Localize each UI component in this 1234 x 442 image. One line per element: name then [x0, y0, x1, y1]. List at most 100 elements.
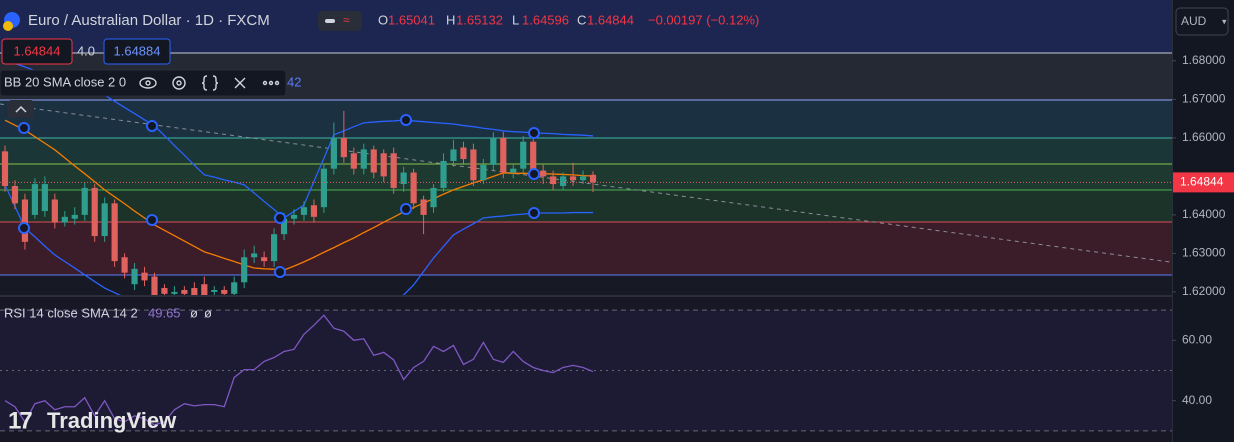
- eye-icon: [145, 80, 151, 86]
- ohlc-value: 1.65041: [388, 12, 435, 27]
- candle-body: [261, 257, 268, 262]
- buy-button[interactable]: [103, 38, 171, 65]
- more-icon[interactable]: [262, 80, 268, 86]
- ohlc-letter: O: [378, 12, 388, 27]
- brand: TradingView: [47, 408, 177, 433]
- currency-button[interactable]: [1175, 7, 1229, 36]
- ohlc-letter: H: [446, 12, 455, 27]
- y-tick-label: 1.64000: [1182, 207, 1226, 221]
- candle-body: [270, 234, 278, 262]
- toggle-icon: [325, 19, 335, 23]
- sell-button[interactable]: [1, 38, 73, 65]
- candle-body: [141, 272, 148, 281]
- collapse-icon: [15, 105, 27, 113]
- y-tick-label: 1.68000: [1182, 53, 1226, 67]
- symbol-title: Euro / Australian Dollar · 1D · FXCM: [28, 12, 270, 29]
- settings-icon[interactable]: [172, 76, 186, 90]
- ohlc-value: 1.64596: [522, 12, 569, 27]
- eye-icon[interactable]: [139, 77, 157, 89]
- candle-body: [131, 268, 138, 285]
- candle-body: [500, 137, 507, 173]
- y-tick-label: 1.62000: [1182, 284, 1226, 298]
- currency[interactable]: AUD: [1181, 14, 1207, 28]
- candle-body: [191, 288, 198, 295]
- sell-price[interactable]: 1.64844: [14, 43, 61, 58]
- anchor: [146, 214, 158, 226]
- anchor: [400, 203, 412, 215]
- collapse-button[interactable]: [8, 100, 34, 118]
- candle-body: [161, 288, 168, 294]
- candle-body: [410, 172, 417, 204]
- more-icon: [274, 80, 280, 86]
- zone: [0, 100, 1172, 138]
- candle-body: [101, 203, 108, 237]
- ohlc-value: 1.65132: [456, 12, 503, 27]
- ohlc-legend: O 1.65041 H 1.65132 L 1.64596 C 1.64844 −0.00197…: [378, 12, 759, 27]
- candle-body: [579, 176, 587, 181]
- bb-value: 42: [287, 74, 301, 89]
- bb-label: BB 20 SMA close 2 0: [4, 74, 126, 89]
- anchor: [274, 212, 286, 224]
- candle-body: [91, 187, 98, 237]
- candle-body: [300, 207, 308, 215]
- candle-body: [201, 284, 208, 295]
- candle-body: [520, 141, 527, 169]
- candle-body: [280, 218, 288, 235]
- candle-body: [231, 282, 238, 294]
- candle-body: [390, 153, 397, 188]
- anchor: [400, 114, 412, 126]
- price-label: 1.64844: [1180, 175, 1224, 189]
- y-tick-label: 1.66000: [1182, 130, 1226, 144]
- candle-body: [241, 257, 248, 283]
- candle-body: [360, 149, 367, 169]
- anchor: [146, 120, 158, 132]
- y-tick-label: 1.67000: [1182, 92, 1226, 106]
- candle-body: [460, 147, 467, 160]
- bollinger-middle: [4, 119, 594, 271]
- rsi-extra: ø: [190, 305, 198, 320]
- candle-body: [221, 289, 228, 294]
- toggle[interactable]: [318, 11, 362, 31]
- candle-body: [121, 257, 128, 273]
- candle-body: [41, 184, 48, 212]
- buy-price[interactable]: 1.64884: [114, 43, 161, 58]
- candle-body: [151, 276, 158, 295]
- candle-body: [11, 186, 19, 204]
- candle-body: [340, 137, 347, 158]
- source-icon[interactable]: [201, 75, 219, 91]
- currency-caret: ▾: [1222, 16, 1227, 26]
- candle-body: [31, 184, 38, 215]
- ohlc-value: 1.64844: [587, 12, 634, 27]
- axis-labels: 1.62000 1.63000 1.64000 1.66000 1.67000 1.680…: [1172, 53, 1234, 407]
- candle-body: [380, 153, 387, 177]
- candle-body: [111, 203, 118, 262]
- rsi-label: RSI 14 close SMA 14 2: [4, 305, 138, 320]
- rsi-tick-label: 40.00: [1182, 393, 1212, 407]
- candle-body: [420, 199, 427, 215]
- change: −0.00197 (−0.12%): [648, 12, 759, 27]
- remove-icon[interactable]: [234, 77, 246, 89]
- candle-body: [560, 176, 567, 187]
- anchor: [18, 222, 30, 234]
- candle-body: [51, 199, 58, 223]
- candle-body: [81, 187, 88, 215]
- symbol-icon: [3, 21, 13, 31]
- ohlc-letter: C: [577, 12, 586, 27]
- anchor: [528, 207, 540, 219]
- anchor: [528, 127, 540, 139]
- candle-body: [330, 137, 337, 169]
- rsi-line: [4, 314, 594, 426]
- candle-body: [430, 187, 437, 208]
- zone: [0, 222, 1172, 275]
- toggle-icon: ≈: [343, 13, 350, 27]
- candle-body: [320, 168, 328, 208]
- candle-body: [490, 137, 497, 165]
- anchor: [274, 266, 286, 278]
- candle-body: [61, 216, 68, 223]
- bollinger-lower: [4, 184, 593, 295]
- candle-body: [569, 176, 577, 181]
- ohlc-letter: L: [512, 12, 519, 27]
- candle-body: [21, 199, 29, 242]
- y-tick-label: 1.63000: [1182, 246, 1226, 260]
